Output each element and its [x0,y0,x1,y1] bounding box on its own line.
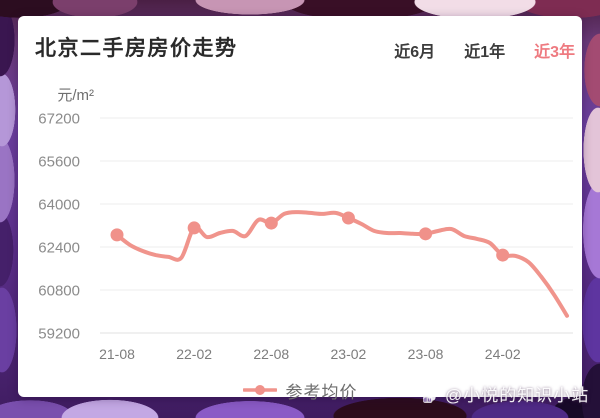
data-point-dot[interactable] [264,216,278,230]
y-tick-label: 67200 [38,111,80,128]
price-line-chart: 67200 65600 64000 62400 60800 59200 元/m² 21-08 2… [38,87,573,362]
x-tick-label: 22-08 [253,346,289,362]
range-tabs: 近6月 近1年 近3年 [394,38,575,62]
tab-last-1-year[interactable]: 近1年 [464,44,506,61]
y-tick-label: 60800 [38,283,80,300]
y-axis-unit-label: 元/m² [57,87,94,104]
x-tick-label: 23-08 [408,346,444,362]
y-tick-label: 64000 [38,197,80,214]
data-point-dot[interactable] [341,211,355,225]
data-point-dot[interactable] [419,227,433,241]
price-trend-card: 67200 65600 64000 62400 60800 59200 元/m² 21-08 2… [18,16,582,402]
legend-label: 参考均价 [285,382,358,402]
x-tick-label: 22-02 [176,346,212,362]
y-tick-label: 62400 [38,240,80,257]
tab-last-3-years[interactable]: 近3年 [534,44,575,61]
svg-text:du: du [423,397,432,403]
du-clover-logo-icon: du [423,384,441,403]
x-tick-label: 21-08 [99,346,135,362]
data-point-dot[interactable] [110,228,124,242]
x-tick-label: 23-02 [331,346,367,362]
legend-reference-price[interactable]: 参考均价 [18,380,582,402]
watermark: du @小悦的知识小站 [423,381,589,406]
y-tick-label: 59200 [38,326,80,343]
legend-line-dot-marker [242,385,277,395]
data-point-dot[interactable] [496,248,510,262]
page-title: 北京二手房房价走势 [35,37,238,60]
tab-last-6-months[interactable]: 近6月 [394,44,436,61]
watermark-handle: @小悦的知识小站 [445,386,590,405]
data-point-dot[interactable] [187,221,201,235]
y-tick-label: 65600 [38,154,80,171]
x-tick-label: 24-02 [485,346,521,362]
price-line [115,210,569,318]
